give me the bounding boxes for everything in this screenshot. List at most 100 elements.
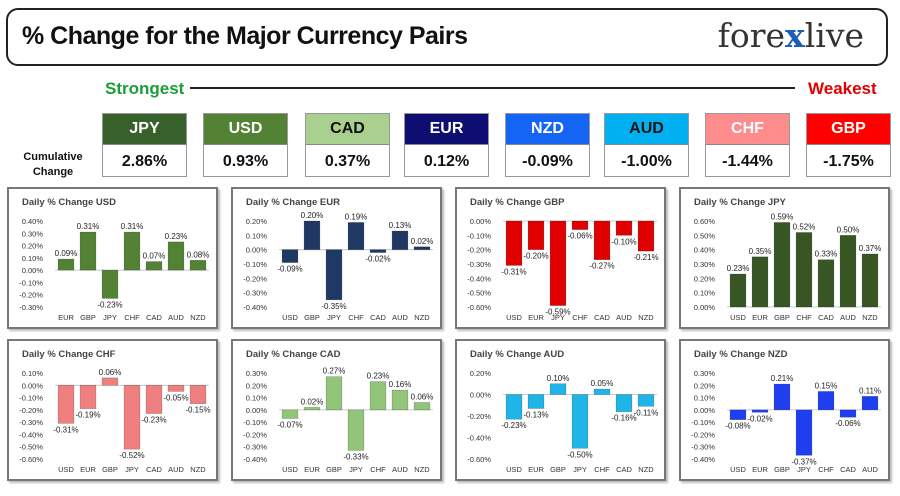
chart-title: Daily % Change EUR (246, 197, 340, 208)
bar (413, 402, 431, 411)
y-tick-label: -0.50% (467, 289, 491, 298)
data-label: -0.21% (633, 253, 658, 262)
x-tick-label: GBP (774, 465, 790, 474)
bar (861, 253, 879, 308)
x-tick-label: EUR (528, 313, 544, 322)
chart-panel-chf: Daily % Change CHF 0.10% 0.00% -0.10% -0.20%… (7, 339, 218, 481)
bar-chart: Daily % Change CAD 0.30% 0.20% 0.10% 0.00% -0… (243, 349, 433, 474)
x-tick-label: CAD (818, 313, 834, 322)
bar (189, 260, 207, 271)
bar (123, 385, 141, 450)
y-tick-label: 0.00% (470, 217, 492, 226)
x-tick-label: CAD (594, 313, 610, 322)
x-tick-label: NZD (638, 465, 654, 474)
x-tick-label: GBP (102, 465, 118, 474)
x-tick-label: JPY (551, 313, 565, 322)
cumulative-change-value: 0.93% (222, 153, 269, 170)
data-label: -0.13% (523, 410, 548, 419)
data-label: 0.02% (411, 237, 434, 246)
cumulative-change-value: 0.12% (423, 153, 470, 170)
data-label: 0.08% (187, 250, 210, 259)
data-label: -0.08% (725, 422, 750, 431)
x-tick-label: USD (730, 313, 746, 322)
currency-code: NZD (506, 114, 589, 145)
bar (861, 396, 879, 411)
y-tick-label: -0.40% (243, 303, 267, 312)
bar (325, 249, 343, 301)
bar (167, 385, 185, 392)
bar (145, 385, 163, 414)
y-tick-label: -0.60% (19, 455, 43, 464)
data-label: 0.35% (749, 247, 772, 256)
x-tick-label: AUD (392, 465, 408, 474)
currency-code: USD (204, 114, 287, 145)
y-tick-label: -0.20% (19, 291, 43, 300)
data-label: -0.20% (523, 252, 548, 261)
y-tick-label: 0.10% (246, 394, 268, 403)
data-label: -0.09% (277, 265, 302, 274)
strongest-label: Strongest (105, 79, 185, 98)
forexlive-logo: forexlive (718, 16, 864, 55)
bar (391, 230, 409, 250)
currency-box-cad: CAD 0.37% (305, 113, 390, 177)
bar (57, 258, 75, 271)
y-tick-label: -0.10% (19, 278, 43, 287)
y-tick-label: -0.30% (243, 289, 267, 298)
currency-code: JPY (103, 114, 186, 145)
currency-code: CHF (706, 114, 789, 145)
bar-chart: Daily % Change USD 0.40% 0.30% 0.20% 0.10% 0.… (19, 197, 210, 322)
bar (549, 383, 567, 395)
x-tick-label: USD (506, 465, 522, 474)
bar (795, 232, 813, 308)
logo-text-left: fore (717, 16, 786, 55)
chart-title: Daily % Change JPY (694, 197, 787, 208)
data-label: 0.15% (815, 381, 838, 390)
data-label: -0.50% (567, 450, 592, 459)
data-label: 0.37% (859, 244, 882, 253)
chart-title: Daily % Change CHF (22, 349, 116, 360)
x-tick-label: JPY (327, 313, 341, 322)
strength-scale-line (190, 87, 795, 89)
data-label: 0.50% (837, 225, 860, 234)
data-label: -0.59% (545, 308, 570, 317)
cumulative-change-value: -1.75% (823, 153, 874, 170)
y-tick-label: 0.20% (470, 369, 492, 378)
data-label: -0.27% (589, 262, 614, 271)
data-label: 0.16% (389, 380, 412, 389)
currency-code: GBP (807, 114, 890, 145)
y-tick-label: 0.60% (694, 217, 716, 226)
y-tick-label: 0.10% (22, 254, 44, 263)
data-label: 0.13% (389, 221, 412, 230)
bar (527, 220, 545, 250)
data-label: 0.31% (77, 222, 100, 231)
y-tick-label: -0.40% (691, 455, 715, 464)
data-label: 0.20% (301, 211, 324, 220)
y-tick-label: -0.10% (243, 418, 267, 427)
x-tick-label: CHF (370, 465, 386, 474)
cumulative-change-value: -0.09% (522, 153, 573, 170)
x-tick-label: AUD (168, 313, 184, 322)
x-tick-label: USD (58, 465, 74, 474)
y-tick-label: -0.20% (243, 274, 267, 283)
x-tick-label: USD (506, 313, 522, 322)
y-tick-label: 0.00% (22, 266, 44, 275)
data-label: -0.06% (567, 232, 592, 241)
x-tick-label: CHF (594, 465, 610, 474)
chart-panel-cad: Daily % Change CAD 0.30% 0.20% 0.10% 0.00% -0… (231, 339, 442, 481)
data-label: 0.31% (121, 222, 144, 231)
data-label: -0.33% (343, 452, 368, 461)
y-tick-label: 0.40% (694, 246, 716, 255)
chart-title: Daily % Change USD (22, 197, 116, 208)
y-tick-label: -0.20% (19, 406, 43, 415)
chart-panel-usd: Daily % Change USD 0.40% 0.30% 0.20% 0.10% 0.… (7, 187, 218, 329)
x-tick-label: EUR (752, 465, 768, 474)
y-tick-label: 0.20% (246, 381, 268, 390)
x-tick-label: AUD (392, 313, 408, 322)
data-label: -0.15% (185, 406, 210, 415)
chart-title: Daily % Change CAD (246, 349, 341, 360)
chart-panel-aud: Daily % Change AUD 0.20% 0.00% -0.20% -0.40%… (455, 339, 666, 481)
cumulative-change-value: 2.86% (121, 153, 168, 170)
chart-title: Daily % Change NZD (694, 349, 788, 360)
cumulative-change-value: -1.44% (722, 153, 773, 170)
x-tick-label: GBP (326, 465, 342, 474)
